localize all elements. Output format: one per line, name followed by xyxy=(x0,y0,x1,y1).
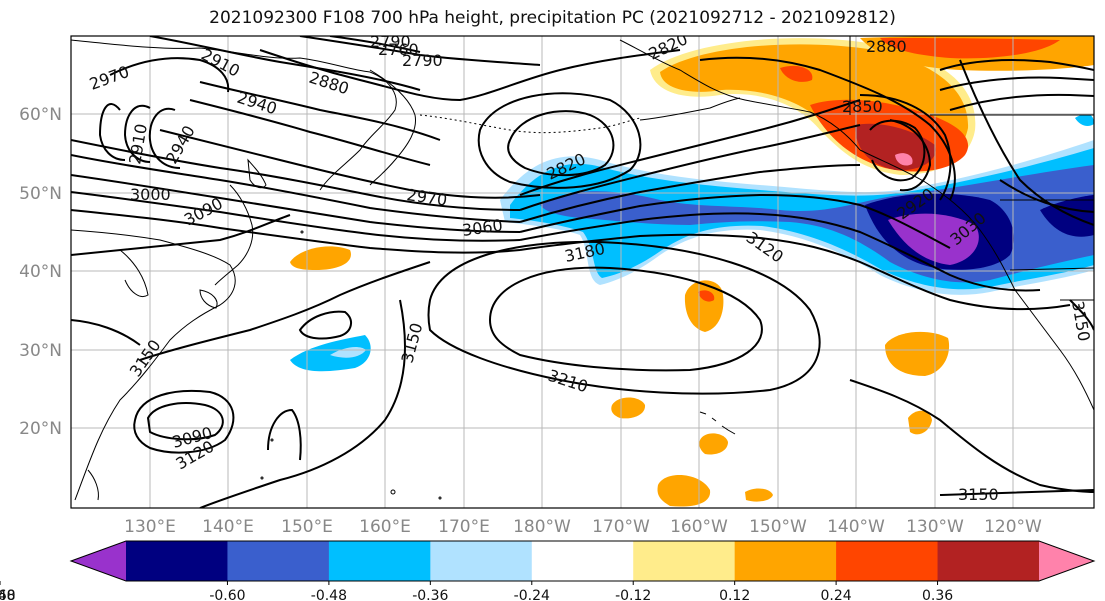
contour-label: 2880 xyxy=(866,37,907,56)
colorbar-segment xyxy=(937,541,1040,581)
lon-label: 170°W xyxy=(592,517,650,537)
contour-label: 2850 xyxy=(842,97,883,116)
colorbar: -0.60 -0.48 -0.36 -0.24 -0.12 0.12 0.24 0.36 0.4… xyxy=(0,540,1096,601)
colorbar-tick-label: -0.36 xyxy=(412,588,448,601)
contour-label: 2790 xyxy=(370,32,411,51)
lon-label: 170°E xyxy=(438,517,490,537)
colorbar-extend-high xyxy=(1039,541,1094,581)
lon-label: 150°E xyxy=(281,517,333,537)
lon-label: 130°E xyxy=(124,517,176,537)
colorbar-segment xyxy=(531,541,634,581)
lat-label: 30°N xyxy=(19,341,62,361)
colorbar-segment xyxy=(633,541,736,581)
contour-label: 2790 xyxy=(402,51,443,70)
colorbar-tick-label: -0.60 xyxy=(209,588,245,601)
lon-label: 180°W xyxy=(513,517,571,537)
lon-label: 160°E xyxy=(359,517,411,537)
colorbar-extend-low xyxy=(71,541,126,581)
lon-label: 140°E xyxy=(202,517,254,537)
colorbar-segment xyxy=(227,541,330,581)
colorbar-tick-label: 0.12 xyxy=(719,588,750,601)
colorbar-segment xyxy=(126,541,228,581)
colorbar-segment xyxy=(430,541,533,581)
lat-label: 20°N xyxy=(19,419,62,439)
lat-label: 60°N xyxy=(19,105,62,125)
lon-label: 130°W xyxy=(906,517,964,537)
colorbar-tick-label: 0.48 xyxy=(0,588,16,601)
colorbar-segment xyxy=(734,541,837,581)
lon-label: 150°W xyxy=(749,517,807,537)
contour-label: 3000 xyxy=(130,185,171,204)
map-title: 2021092300 F108 700 hPa height, precipit… xyxy=(209,8,896,28)
lon-label: 120°W xyxy=(984,517,1042,537)
lat-label: 40°N xyxy=(19,262,62,282)
lon-label: 140°W xyxy=(827,517,885,537)
colorbar-segment xyxy=(328,541,431,581)
graticule xyxy=(71,36,1094,508)
height-contours xyxy=(71,36,1094,508)
colorbar-tick-label: 0.60 xyxy=(0,588,16,601)
contour-label: 3150 xyxy=(958,485,999,504)
colorbar-tick-label: -0.24 xyxy=(514,588,550,601)
latitude-labels: 60°N 50°N 40°N 30°N 20°N xyxy=(19,105,62,439)
coastlines xyxy=(71,36,1094,501)
map-frame xyxy=(70,35,1095,509)
contour-label: 2760 xyxy=(378,40,419,59)
lon-label: 160°W xyxy=(670,517,728,537)
colorbar-tick-label: -0.48 xyxy=(311,588,347,601)
colorbar-tick-label: 0.24 xyxy=(821,588,852,601)
colorbar-segment xyxy=(836,541,939,581)
longitude-labels: 130°E 140°E 150°E 160°E 170°E 180°W 170°… xyxy=(124,517,1042,537)
colorbar-outline xyxy=(69,540,1096,582)
lat-label: 50°N xyxy=(19,184,62,204)
colorbar-tick-label: -0.12 xyxy=(615,588,651,601)
colorbar-tick-label: 0.36 xyxy=(922,588,953,601)
